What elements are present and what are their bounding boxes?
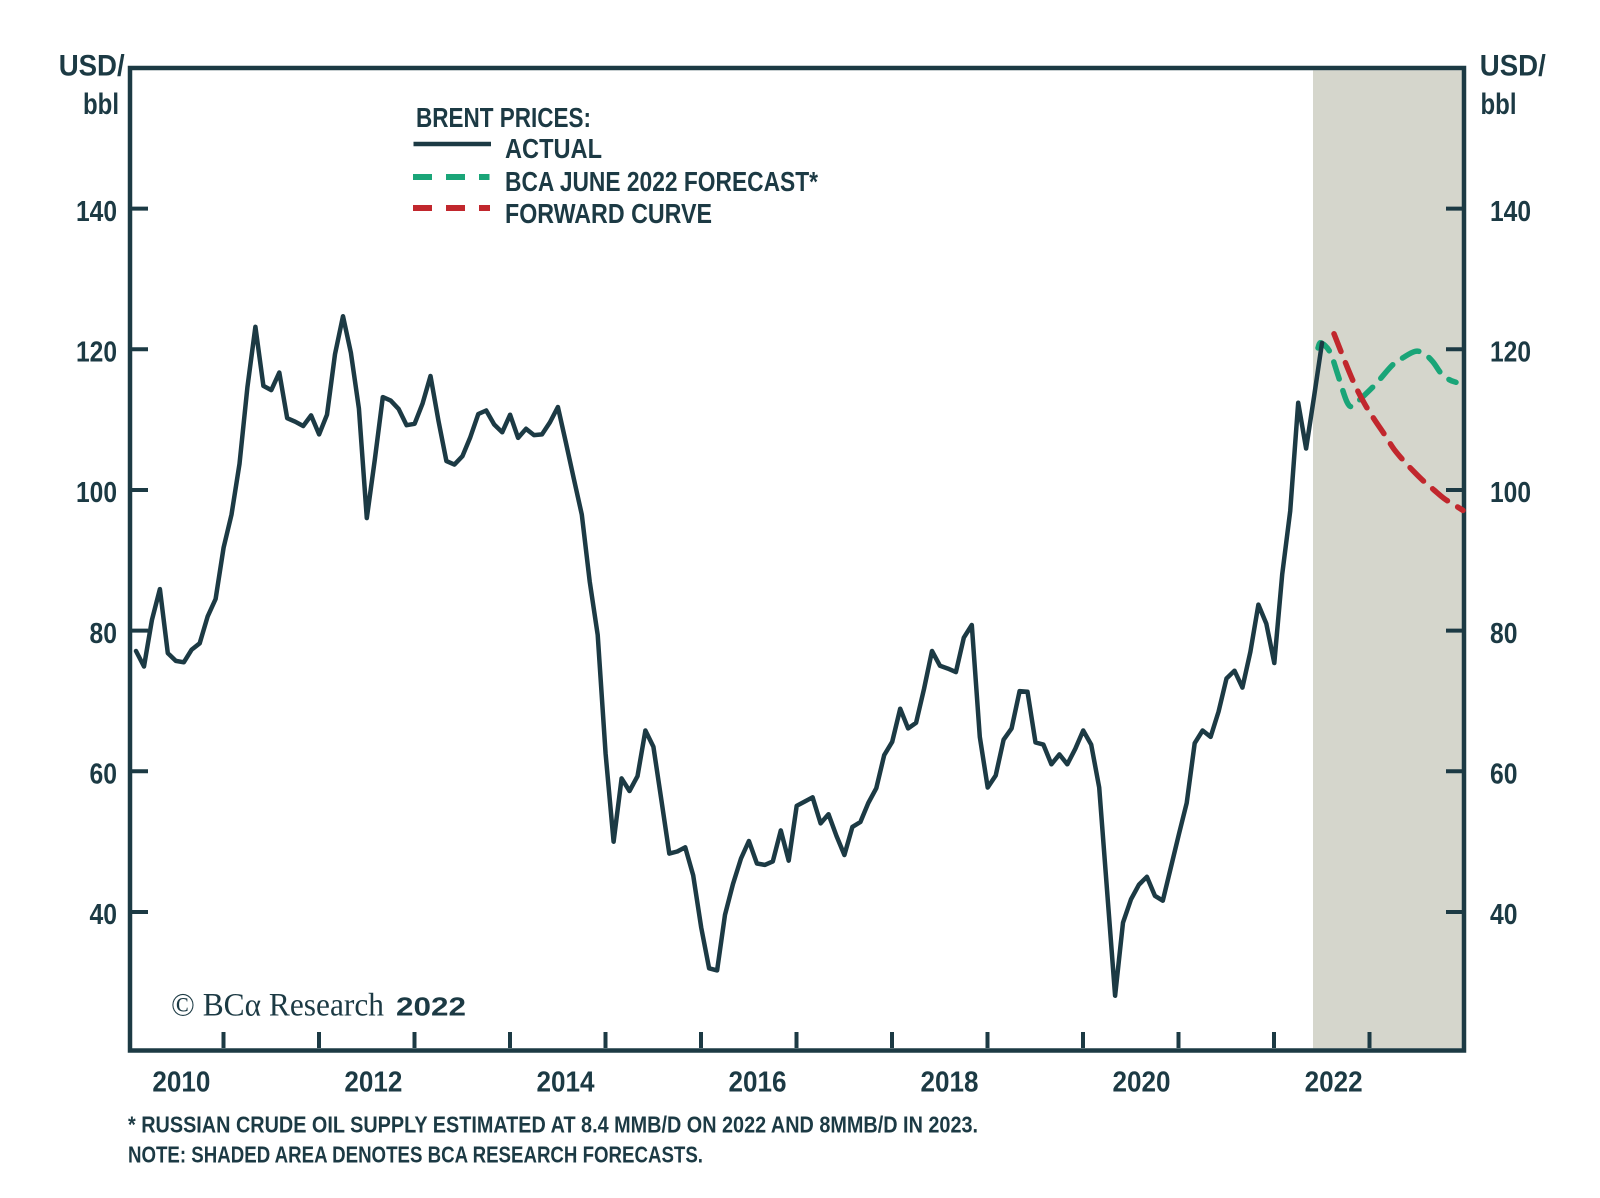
svg-text:40: 40 <box>1490 899 1518 931</box>
svg-text:100: 100 <box>1490 477 1531 509</box>
svg-text:120: 120 <box>1490 337 1531 369</box>
svg-text:2014: 2014 <box>537 1067 595 1099</box>
svg-text:2020: 2020 <box>1113 1067 1171 1099</box>
svg-text:100: 100 <box>76 477 117 509</box>
svg-text:2016: 2016 <box>729 1067 787 1099</box>
svg-text:2018: 2018 <box>921 1067 979 1099</box>
svg-text:2012: 2012 <box>344 1067 402 1099</box>
svg-text:60: 60 <box>90 759 118 791</box>
svg-text:BRENT PRICES:: BRENT PRICES: <box>416 102 591 133</box>
svg-text:140: 140 <box>1490 196 1531 228</box>
svg-text:© BCα Research: © BCα Research <box>171 988 384 1024</box>
svg-text:ACTUAL: ACTUAL <box>505 133 602 164</box>
svg-text:80: 80 <box>90 618 118 650</box>
svg-text:FORWARD CURVE: FORWARD CURVE <box>505 198 712 229</box>
svg-text:80: 80 <box>1490 618 1518 650</box>
svg-text:USD/: USD/ <box>59 50 126 83</box>
svg-text:2022: 2022 <box>1305 1067 1363 1099</box>
svg-text:140: 140 <box>76 196 117 228</box>
svg-text:USD/: USD/ <box>1480 50 1547 83</box>
svg-text:* RUSSIAN CRUDE OIL SUPPLY EST: * RUSSIAN CRUDE OIL SUPPLY ESTIMATED AT … <box>128 1112 978 1138</box>
svg-text:60: 60 <box>1490 759 1518 791</box>
svg-text:BCA JUNE 2022 FORECAST*: BCA JUNE 2022 FORECAST* <box>505 166 818 197</box>
svg-text:bbl: bbl <box>1481 88 1517 121</box>
svg-text:NOTE: SHADED AREA DENOTES BCA: NOTE: SHADED AREA DENOTES BCA RESEARCH F… <box>128 1141 703 1167</box>
svg-text:120: 120 <box>76 337 117 369</box>
svg-text:bbl: bbl <box>83 88 119 121</box>
svg-text:2022: 2022 <box>396 992 466 1022</box>
svg-text:40: 40 <box>90 899 118 931</box>
svg-text:2010: 2010 <box>152 1067 210 1099</box>
